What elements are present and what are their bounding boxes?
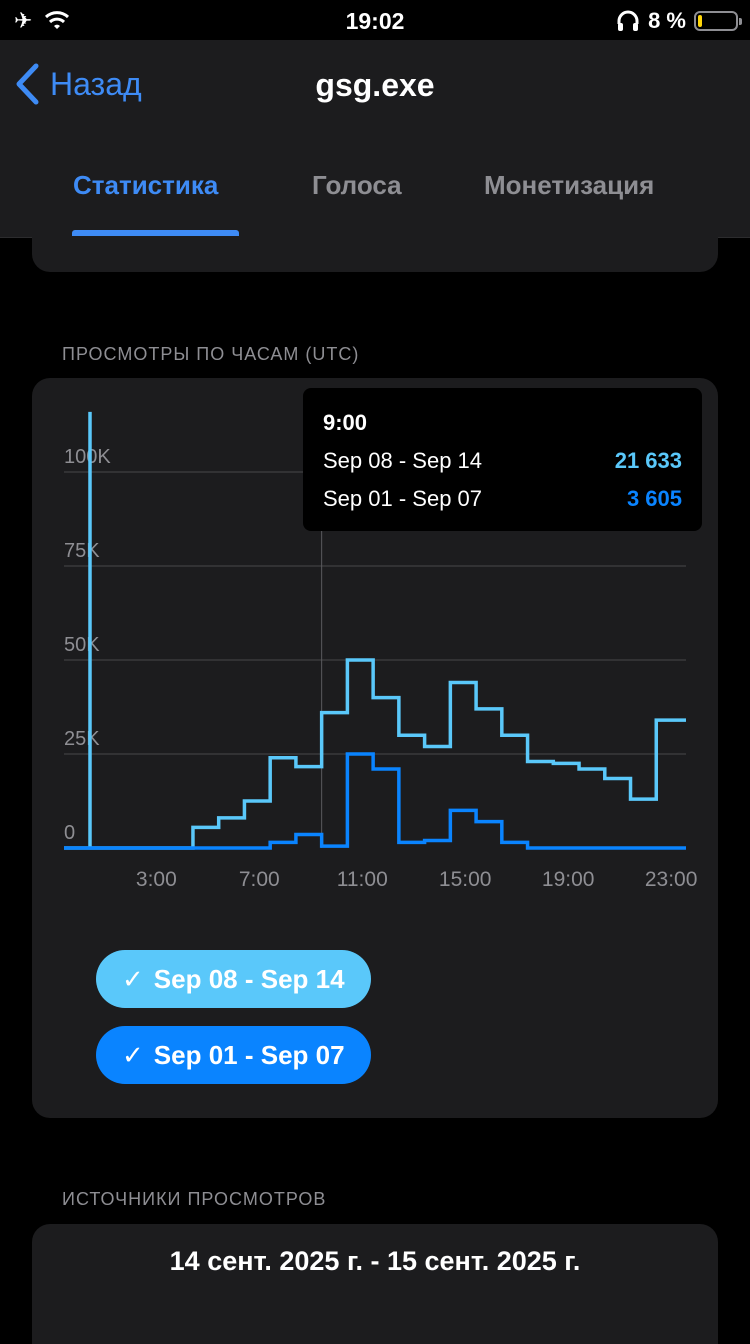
- tooltip-time: 9:00: [323, 410, 368, 435]
- chart-tooltip: 9:00 Sep 08 - Sep 14 21 633 Sep 01 - Sep…: [303, 388, 702, 531]
- checkmark-icon: ✓: [122, 1039, 144, 1070]
- x-tick-label: 3:00: [136, 868, 177, 891]
- tooltip-row: Sep 01 - Sep 07 3 605: [323, 486, 682, 512]
- tooltip-series-value: 3 605: [626, 486, 682, 511]
- tab-bar: Статистика Голоса Монетизация: [0, 170, 750, 210]
- back-label: Назад: [50, 65, 142, 102]
- x-tick-label: 19:00: [542, 868, 595, 891]
- tooltip-series-label: Sep 01 - Sep 07: [323, 486, 483, 511]
- sources-card: [32, 1224, 718, 1344]
- tab-active-indicator: [72, 230, 239, 236]
- page-title: gsg.exe: [315, 67, 435, 103]
- status-left: ✈: [14, 8, 70, 34]
- tab-monetization[interactable]: Монетизация: [484, 170, 655, 200]
- status-bar: ✈ 19:02 8 %: [0, 0, 750, 40]
- hourly-section-label: ПРОСМОТРЫ ПО ЧАСАМ (UTC): [62, 344, 360, 364]
- nav-bar: Назад gsg.exe Статистика Голоса Монетиза…: [0, 40, 750, 238]
- headphones-icon: [617, 10, 639, 31]
- sources-section-label: ИСТОЧНИКИ ПРОСМОТРОВ: [62, 1189, 327, 1209]
- chip-label: Sep 08 - Sep 14: [153, 963, 345, 994]
- x-tick-label: 7:00: [239, 868, 280, 891]
- back-button[interactable]: Назад: [14, 62, 142, 106]
- y-tick-label: 25K: [64, 728, 100, 750]
- chevron-left-icon: [16, 63, 39, 105]
- wifi-icon: [45, 11, 70, 29]
- x-tick-label: 15:00: [439, 868, 492, 891]
- hourly-views-chart[interactable]: 0 25K 50K 75K 100K 3:00 7:00 11:00 15:00 19:00 23:…: [32, 378, 718, 918]
- checkmark-icon: ✓: [122, 963, 144, 994]
- sources-date-range: 14 сент. 2025 г. - 15 сент. 2025 г.: [169, 1246, 581, 1276]
- legend-chip-previous-week[interactable]: ✓ Sep 01 - Sep 07: [96, 1026, 371, 1084]
- y-tick-label: 75K: [64, 540, 100, 562]
- y-tick-label: 50K: [64, 634, 100, 656]
- series-line-0: [64, 411, 686, 850]
- x-tick-label: 11:00: [337, 868, 388, 891]
- battery-percent: 8 %: [648, 8, 686, 33]
- status-time: 19:02: [345, 8, 405, 34]
- legend-chip-current-week[interactable]: ✓ Sep 08 - Sep 14: [96, 950, 371, 1008]
- battery-icon: [694, 11, 742, 31]
- tooltip-series-value: 21 633: [614, 448, 682, 473]
- chip-label: Sep 01 - Sep 07: [153, 1039, 345, 1070]
- previous-card: [32, 237, 718, 272]
- tooltip-row: Sep 08 - Sep 14 21 633: [323, 448, 682, 474]
- y-tick-label: 100K: [64, 446, 111, 468]
- tab-statistics[interactable]: Статистика: [73, 170, 219, 200]
- tooltip-series-label: Sep 08 - Sep 14: [323, 448, 483, 473]
- y-tick-label: 0: [64, 822, 75, 844]
- airplane-icon: ✈: [14, 8, 33, 33]
- series-line-1: [64, 752, 686, 850]
- tab-votes[interactable]: Голоса: [312, 170, 402, 200]
- status-right: 8 %: [616, 8, 742, 34]
- x-tick-label: 23:00: [645, 868, 698, 891]
